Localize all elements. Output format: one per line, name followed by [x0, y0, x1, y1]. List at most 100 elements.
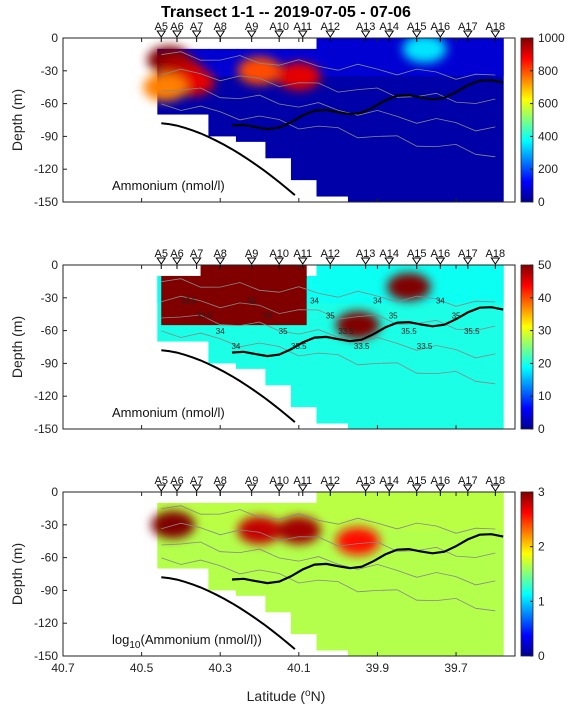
- station-label: A11: [293, 475, 312, 487]
- contour-label: 33.5: [354, 342, 370, 351]
- data-hotspot: [402, 38, 447, 63]
- station-label: A17: [458, 475, 478, 487]
- seafloor-line: [161, 576, 296, 650]
- contour-label: 33.5: [197, 312, 213, 321]
- data-cell: [208, 48, 237, 77]
- panel-label: Ammonium (nmol/l): [112, 405, 225, 420]
- station-marker: [172, 257, 182, 265]
- y-tick-label: -90: [41, 356, 59, 370]
- station-label: A5: [155, 21, 168, 33]
- station-label: A8: [213, 21, 226, 33]
- data-cell: [316, 492, 349, 531]
- y-tick-label: -60: [41, 97, 59, 111]
- station-marker: [360, 30, 371, 38]
- contour-label: 34: [263, 312, 272, 321]
- panel-label: Ammonium (nmol/l): [112, 178, 225, 193]
- station-marker: [435, 257, 446, 265]
- station-label: A10: [269, 21, 289, 33]
- station-label: A5: [155, 248, 168, 260]
- station-marker: [411, 484, 422, 492]
- station-label: A11: [293, 21, 312, 33]
- y-tick-label: 0: [51, 258, 58, 272]
- station-label: A16: [431, 475, 451, 487]
- station-label: A12: [320, 248, 340, 260]
- colorbar-tick-label: 0: [538, 422, 545, 436]
- colorbar-tick-label: 800: [538, 64, 558, 78]
- data-cell: [208, 502, 237, 531]
- station-marker: [384, 257, 395, 265]
- colorbar-tick-label: 0: [538, 649, 545, 663]
- chart-title: Transect 1-1 -- 2019-07-05 - 07-06: [161, 4, 411, 21]
- contour-label: 34: [231, 342, 240, 351]
- data-cell: [347, 492, 378, 531]
- contour-label: 35: [452, 312, 461, 321]
- seafloor-line: [161, 349, 296, 423]
- contour-line: [161, 314, 496, 359]
- data-hotspot: [143, 73, 188, 102]
- contour-line: [161, 103, 496, 158]
- contour-line-thick: [231, 533, 504, 585]
- colorbar-tick-label: 3: [538, 485, 545, 499]
- station-marker: [490, 257, 501, 265]
- data-cell: [481, 492, 504, 656]
- y-axis-label: Depth (m): [9, 543, 25, 605]
- station-label: A9: [245, 475, 258, 487]
- station-marker: [156, 30, 167, 38]
- station-label: A14: [379, 21, 399, 33]
- chart-panel: 0 -30 -60 -90 -120 -150 Depth (m) A5 A6 A7 A8 A9 A10…: [9, 21, 565, 209]
- x-tick-label: 39.9: [366, 661, 390, 675]
- y-tick-label: 0: [51, 485, 58, 499]
- contour-line: [161, 295, 496, 331]
- colorbar: [520, 264, 534, 430]
- colorbar-tick-label: 200: [538, 162, 558, 176]
- station-marker: [274, 257, 285, 265]
- contour-line: [161, 330, 496, 385]
- data-hotspot: [386, 272, 431, 301]
- station-label: A10: [269, 248, 289, 260]
- chart-panel: 40.7 40.5 40.3 40.1 39.9 39.7 0 -30 -60 -90 -120 -1…: [9, 475, 545, 675]
- axes-box: [62, 491, 516, 657]
- station-marker: [384, 484, 395, 492]
- data-hotspot: [151, 510, 196, 539]
- station-label: A18: [486, 475, 506, 487]
- y-tick-label: -150: [34, 195, 58, 209]
- colorbar-tick-label: 2: [538, 540, 545, 554]
- chart-panel: 33.533.5343435343535.5343533.533.5343535…: [9, 248, 552, 436]
- station-label: A11: [293, 248, 312, 260]
- station-label: A9: [245, 248, 258, 260]
- data-hotspot: [237, 56, 282, 85]
- data-cell: [316, 38, 349, 77]
- station-marker: [325, 484, 336, 492]
- station-marker: [246, 30, 257, 38]
- station-marker: [215, 257, 226, 265]
- data-cell: [454, 492, 483, 531]
- contour-line: [161, 557, 496, 612]
- y-tick-label: -90: [41, 583, 59, 597]
- data-cell: [428, 492, 455, 531]
- colorbar-tick-label: 10: [538, 389, 552, 403]
- y-tick-label: -120: [34, 389, 58, 403]
- contour-label: 35: [247, 296, 256, 305]
- contour-label: 34: [436, 296, 445, 305]
- contour-line-thick: [231, 306, 504, 358]
- contour-line: [161, 505, 496, 534]
- colorbar-tick-label: 1000: [538, 31, 565, 45]
- axes-box: [62, 37, 516, 203]
- station-label: A13: [356, 475, 376, 487]
- x-tick-label: 40.3: [209, 661, 233, 675]
- station-marker: [156, 484, 167, 492]
- station-marker: [462, 30, 473, 38]
- station-marker: [274, 484, 285, 492]
- station-marker: [490, 30, 501, 38]
- station-label: A14: [379, 248, 399, 260]
- station-label: A5: [155, 475, 168, 487]
- y-tick-label: 0: [51, 31, 58, 45]
- station-marker: [156, 257, 167, 265]
- station-label: A16: [431, 21, 451, 33]
- station-label: A6: [170, 21, 183, 33]
- contour-label: 35.5: [401, 327, 417, 336]
- seafloor-line: [161, 122, 296, 196]
- y-tick-label: -30: [41, 291, 59, 305]
- station-marker: [297, 30, 308, 38]
